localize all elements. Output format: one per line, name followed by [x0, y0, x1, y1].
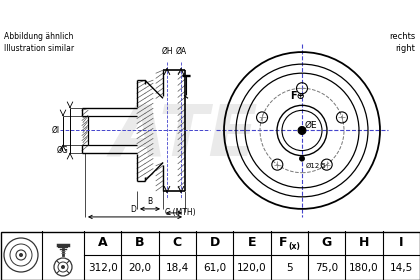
Text: B: B	[135, 237, 145, 249]
Text: 18,4: 18,4	[166, 263, 189, 273]
Circle shape	[19, 253, 23, 257]
Text: 420190: 420190	[283, 6, 357, 24]
Text: Ø12,5: Ø12,5	[306, 163, 327, 169]
Text: 5: 5	[286, 263, 293, 273]
Text: 14,5: 14,5	[390, 263, 413, 273]
Text: ØE: ØE	[305, 121, 318, 130]
Text: ØG: ØG	[57, 146, 69, 155]
Text: 312,0: 312,0	[88, 263, 118, 273]
Text: 20,0: 20,0	[129, 263, 152, 273]
Text: (x): (x)	[289, 241, 300, 251]
Text: 180,0: 180,0	[349, 263, 379, 273]
Text: H: H	[359, 237, 369, 249]
Text: F: F	[279, 237, 287, 249]
Text: 61,0: 61,0	[203, 263, 226, 273]
Text: C: C	[173, 237, 182, 249]
Text: D: D	[210, 237, 220, 249]
Text: A: A	[98, 237, 108, 249]
Text: ATE: ATE	[111, 101, 259, 170]
Text: ØA: ØA	[176, 47, 186, 56]
Text: E: E	[248, 237, 256, 249]
Text: ØH: ØH	[161, 47, 173, 56]
Text: G: G	[322, 237, 332, 249]
Text: rechts
right: rechts right	[389, 32, 415, 53]
Text: 75,0: 75,0	[315, 263, 338, 273]
Text: C (MTH): C (MTH)	[165, 208, 196, 217]
Text: 24.0120-0190.1: 24.0120-0190.1	[96, 6, 255, 24]
Circle shape	[298, 127, 306, 134]
Circle shape	[299, 156, 304, 161]
Circle shape	[61, 265, 65, 269]
Text: ØI: ØI	[52, 126, 60, 135]
Text: D: D	[131, 206, 136, 214]
Text: I: I	[399, 237, 404, 249]
Text: B: B	[147, 197, 152, 206]
Text: Abbildung ähnlich
Illustration similar: Abbildung ähnlich Illustration similar	[4, 32, 74, 53]
Text: F⊕: F⊕	[290, 91, 305, 101]
Text: 120,0: 120,0	[237, 263, 267, 273]
